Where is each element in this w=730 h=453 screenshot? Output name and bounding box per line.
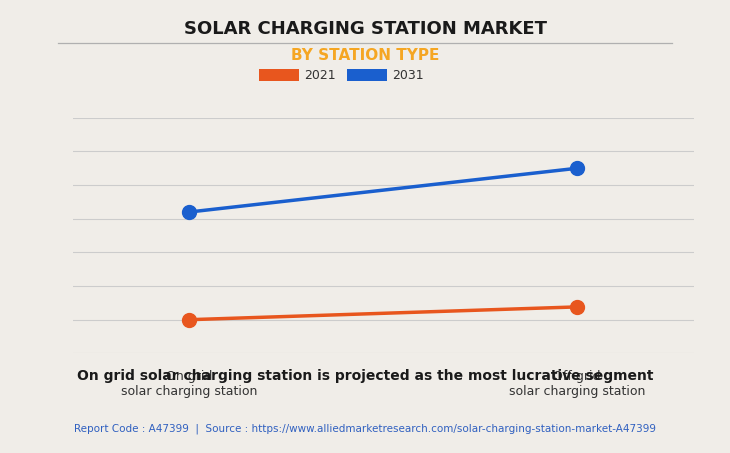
- Text: On grid solar charging station is projected as the most lucrative segment: On grid solar charging station is projec…: [77, 369, 653, 383]
- Text: SOLAR CHARGING STATION MARKET: SOLAR CHARGING STATION MARKET: [183, 20, 547, 39]
- Text: 2021: 2021: [304, 69, 336, 82]
- Text: BY STATION TYPE: BY STATION TYPE: [291, 48, 439, 63]
- Text: 2031: 2031: [392, 69, 423, 82]
- Text: Report Code : A47399  |  Source : https://www.alliedmarketresearch.com/solar-cha: Report Code : A47399 | Source : https://…: [74, 424, 656, 434]
